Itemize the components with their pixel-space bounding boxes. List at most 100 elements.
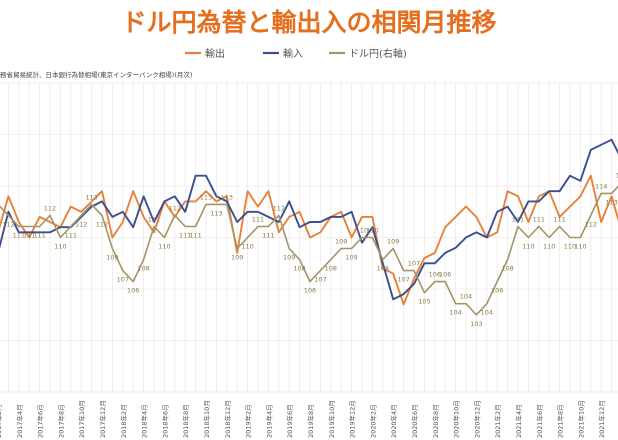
- data-label: 113: [221, 193, 233, 201]
- x-tick-label: 2019年6月: [285, 404, 294, 438]
- data-label: 106: [304, 287, 316, 295]
- data-label: 110: [241, 243, 253, 251]
- data-label: 113: [210, 209, 222, 217]
- x-tick-label: 2017年6月: [36, 404, 45, 438]
- data-label: 107: [408, 260, 420, 268]
- data-label: 110: [366, 227, 378, 235]
- data-label: 112: [2, 220, 14, 228]
- x-tick-label: 2019年4月: [264, 404, 273, 438]
- data-label: 112: [44, 204, 56, 212]
- x-tick-label: 2020年10月: [452, 400, 461, 438]
- data-label: 108: [293, 265, 305, 273]
- data-label: 110: [356, 227, 368, 235]
- data-label: 114: [595, 182, 607, 190]
- data-label: 111: [13, 231, 25, 239]
- x-tick-label: 2019年10月: [327, 400, 336, 438]
- data-label: 111: [533, 215, 545, 223]
- series-line: [0, 174, 618, 306]
- data-label: 112: [96, 220, 108, 228]
- source-note: 務省貿易統計、日本銀行為替相場(東京インターバンク相場)(月次): [0, 70, 192, 79]
- legend-label: ドル円(右軸): [349, 47, 407, 60]
- data-label: 110: [54, 243, 66, 251]
- series-line: [0, 138, 618, 301]
- x-tick-label: 2019年12月: [348, 400, 357, 438]
- data-label: 106: [491, 287, 503, 295]
- data-label: 104: [481, 309, 493, 317]
- data-label: 107: [397, 276, 409, 284]
- data-label: 109: [335, 238, 347, 246]
- grid: [0, 82, 618, 393]
- data-label: 112: [273, 204, 285, 212]
- data-label: 110: [564, 243, 576, 251]
- x-tick-label: 2018年4月: [140, 404, 149, 438]
- x-axis-ticks: 2017年2月 2017年4月 2017年6月 2017年8月 2017年10月 2017…: [0, 400, 606, 438]
- data-label: 109: [106, 254, 118, 262]
- data-labels: 1121111111111121101111121131121091071061…: [2, 171, 618, 327]
- data-label: 111: [512, 215, 524, 223]
- data-label: 110: [158, 243, 170, 251]
- data-label: 109: [345, 254, 357, 262]
- data-label: 111: [148, 215, 160, 223]
- x-tick-label: 2018年12月: [223, 400, 232, 438]
- x-tick-label: 2018年8月: [181, 404, 190, 438]
- x-tick-label: 2019年2月: [244, 404, 253, 438]
- data-label: 103: [470, 320, 482, 328]
- data-label: 110: [543, 243, 555, 251]
- x-tick-label: 2017年2月: [0, 404, 3, 438]
- legend: 輸出 輸入 ドル円(右軸): [185, 47, 407, 60]
- x-tick-label: 2020年8月: [431, 404, 440, 438]
- data-label: 111: [553, 215, 565, 223]
- data-label: 109: [387, 238, 399, 246]
- data-label: 107: [314, 276, 326, 284]
- legend-label: 輸入: [283, 47, 303, 60]
- x-tick-label: 2021年6月: [535, 404, 544, 438]
- x-tick-label: 2021年8月: [556, 404, 565, 438]
- data-label: 111: [189, 231, 201, 239]
- data-label: 111: [23, 231, 35, 239]
- data-label: 113: [605, 198, 617, 206]
- data-label: 106: [439, 271, 451, 279]
- data-label: 110: [574, 243, 586, 251]
- x-tick-label: 2018年2月: [119, 404, 128, 438]
- data-label: 115: [616, 171, 618, 179]
- data-label: 108: [377, 265, 389, 273]
- data-label: 111: [65, 231, 77, 239]
- x-tick-label: 2017年10月: [77, 400, 86, 438]
- series-lines: [0, 138, 618, 316]
- x-tick-label: 2018年6月: [160, 404, 169, 438]
- data-label: 111: [252, 215, 264, 223]
- data-label: 104: [449, 309, 461, 317]
- x-tick-label: 2020年6月: [410, 404, 419, 438]
- data-label: 112: [75, 220, 87, 228]
- x-tick-label: 2020年12月: [472, 400, 481, 438]
- data-label: 112: [585, 220, 597, 228]
- x-tick-label: 2021年10月: [576, 400, 585, 438]
- data-label: 111: [179, 231, 191, 239]
- x-tick-label: 2018年10月: [202, 400, 211, 438]
- data-label: 108: [325, 265, 337, 273]
- x-tick-label: 2017年8月: [56, 404, 65, 438]
- x-tick-label: 2020年4月: [389, 404, 398, 438]
- data-label: 109: [231, 254, 243, 262]
- data-label: 107: [117, 276, 129, 284]
- x-tick-label: 2020年2月: [368, 404, 377, 438]
- data-label: 108: [501, 265, 513, 273]
- x-tick-label: 2017年4月: [15, 404, 24, 438]
- x-tick-label: 2021年4月: [514, 404, 523, 438]
- data-label: 104: [460, 293, 472, 301]
- x-tick-label: 2019年8月: [306, 404, 315, 438]
- data-label: 111: [262, 231, 274, 239]
- data-label: 109: [283, 254, 295, 262]
- data-label: 111: [33, 231, 45, 239]
- chart-title: ドル円為替と輸出入の相関月推移: [121, 8, 496, 37]
- x-tick-label: 2017年12月: [98, 400, 107, 438]
- data-label: 113: [200, 193, 212, 201]
- data-label: 113: [85, 193, 97, 201]
- data-label: 106: [429, 271, 441, 279]
- data-label: 105: [418, 298, 430, 306]
- x-tick-label: 2021年12月: [597, 400, 606, 438]
- data-label: 112: [169, 204, 181, 212]
- data-label: 106: [127, 287, 139, 295]
- series-line: [0, 185, 618, 316]
